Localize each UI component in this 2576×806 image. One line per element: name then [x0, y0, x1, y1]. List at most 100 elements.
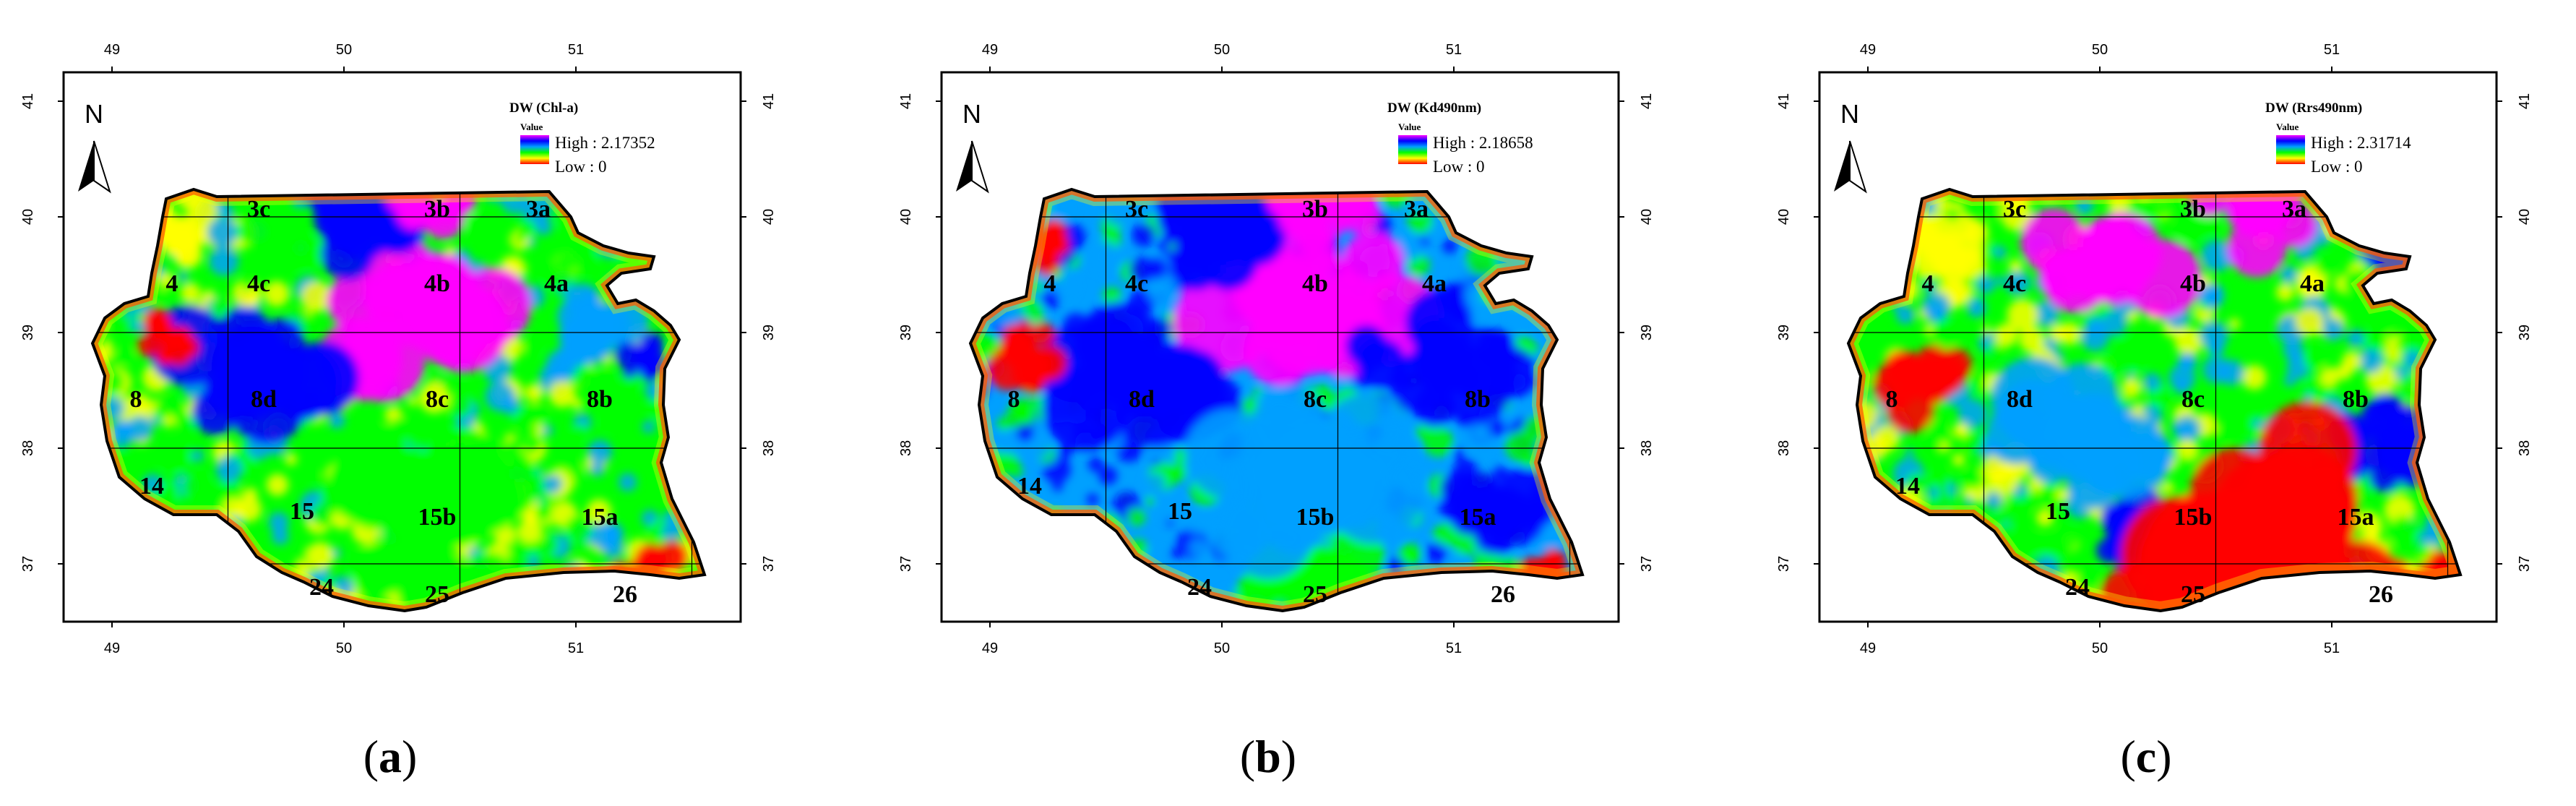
zone-label: 15: [290, 498, 314, 525]
zone-label: 3a: [526, 196, 551, 223]
y-tick-label: 38: [2517, 440, 2533, 456]
map-panel-a: 4949505051515252535354544141404039393838…: [0, 0, 795, 806]
x-tick-label: 49: [104, 42, 120, 58]
legend-color-ramp: [520, 135, 549, 164]
zone-label: 8b: [1465, 386, 1491, 413]
zone-label: 8c: [2181, 386, 2205, 413]
zone-label: 25: [425, 581, 449, 608]
north-label: N: [1840, 99, 1859, 129]
zone-label: 8b: [587, 386, 613, 413]
map-figure: 4949505051515252535354544141404039393838…: [1776, 42, 2533, 656]
map-figure: 4949505051515252535354544141404039393838…: [898, 42, 1655, 656]
zone-label: 3a: [1404, 196, 1429, 223]
legend: DW (Rrs490nm) Value High : 2.31714 Low : 0: [2265, 100, 2411, 176]
legend-low: Low : 0: [1433, 158, 1485, 176]
legend-low: Low : 0: [555, 158, 607, 176]
legend-color-ramp: [2276, 135, 2305, 164]
y-tick-label: 38: [761, 440, 777, 456]
zone-label: 15b: [1296, 504, 1335, 531]
y-tick-label: 40: [1639, 209, 1655, 225]
zone-label: 15: [1168, 498, 1192, 525]
coastline-outline: [968, 187, 1585, 613]
zone-label: 4: [166, 270, 178, 297]
legend-title: DW (Kd490nm): [1387, 100, 1481, 116]
y-tick-label: 41: [761, 93, 777, 109]
caption-a: (a): [363, 731, 418, 782]
legend: DW (Chl-a) Value High : 2.17352 Low : 0: [509, 100, 655, 176]
caption-b: (b): [1239, 731, 1297, 782]
zone-label: 8c: [1304, 386, 1327, 413]
zone-label: 3b: [2180, 196, 2206, 223]
y-tick-label: 40: [761, 209, 777, 225]
zone-label: 26: [2369, 581, 2393, 608]
y-tick-label: 41: [898, 93, 914, 109]
legend: DW (Kd490nm) Value High : 2.18658 Low : 0: [1387, 100, 1533, 176]
zone-label: 4a: [544, 270, 569, 297]
zone-label: 3b: [1302, 196, 1328, 223]
zone-label: 26: [613, 581, 637, 608]
north-label: N: [85, 99, 103, 129]
zone-label: 14: [139, 473, 164, 500]
zone-label: 15: [2046, 498, 2070, 525]
north-arrow-icon: N: [956, 99, 989, 194]
zone-label: 3c: [2003, 196, 2026, 223]
zone-label: 4c: [247, 270, 270, 297]
zone-label: 4c: [1125, 270, 1148, 297]
y-tick-label: 39: [20, 325, 36, 340]
north-arrow-icon: N: [1834, 99, 1867, 194]
y-tick-label: 37: [1776, 556, 1792, 572]
legend-color-ramp: [1398, 135, 1427, 164]
legend-title: DW (Chl-a): [509, 100, 578, 116]
zone-label: 24: [1187, 574, 1212, 601]
zone-label: 4b: [1302, 270, 1328, 297]
zone-label: 8b: [2343, 386, 2369, 413]
zone-label: 15b: [2174, 504, 2213, 531]
zone-label: 15a: [582, 504, 619, 531]
zone-label: 8d: [2007, 386, 2033, 413]
x-tick-label: 51: [568, 640, 584, 656]
zone-label: 4: [1922, 270, 1934, 297]
y-tick-label: 39: [761, 325, 777, 340]
zone-label: 3a: [2282, 196, 2306, 223]
y-tick-label: 41: [1639, 93, 1655, 109]
coastline-outline: [1846, 187, 2463, 613]
north-label: N: [962, 99, 981, 129]
x-tick-label: 51: [1446, 640, 1462, 656]
x-tick-label: 51: [568, 42, 584, 58]
legend-value-label: Value: [520, 121, 543, 132]
y-tick-label: 37: [2517, 556, 2533, 572]
y-tick-label: 37: [898, 556, 914, 572]
zone-label: 8c: [426, 386, 449, 413]
x-tick-label: 49: [104, 640, 120, 656]
coastline-outline: [90, 187, 707, 613]
zone-label: 4: [1044, 270, 1056, 297]
legend-title: DW (Rrs490nm): [2265, 100, 2362, 116]
zone-label: 15b: [418, 504, 457, 531]
map-panel-b: 4949505051515252535354544141404039393838…: [878, 0, 1673, 806]
x-tick-label: 51: [2324, 640, 2340, 656]
x-tick-label: 49: [982, 640, 998, 656]
zone-label: 25: [2181, 581, 2205, 608]
zone-label: 26: [1491, 581, 1515, 608]
y-tick-label: 39: [898, 325, 914, 340]
y-tick-label: 37: [20, 556, 36, 572]
y-tick-label: 41: [20, 93, 36, 109]
legend-value-label: Value: [2276, 121, 2299, 132]
x-tick-label: 49: [1860, 42, 1876, 58]
legend-high: High : 2.17352: [555, 134, 655, 152]
zone-label: 8: [1008, 386, 1020, 413]
y-tick-label: 37: [761, 556, 777, 572]
x-tick-label: 51: [2324, 42, 2340, 58]
zone-label: 3c: [1125, 196, 1148, 223]
x-tick-label: 50: [2092, 42, 2108, 58]
y-tick-label: 40: [898, 209, 914, 225]
zone-label: 8d: [1129, 386, 1155, 413]
map-panel-c: 4949505051515252535354544141404039393838…: [1756, 0, 2551, 806]
caption-c: (c): [2120, 731, 2172, 782]
north-arrow-icon: N: [78, 99, 111, 194]
legend-low: Low : 0: [2311, 158, 2363, 176]
y-tick-label: 38: [1639, 440, 1655, 456]
zone-label: 14: [1017, 473, 1042, 500]
zone-label: 24: [309, 574, 334, 601]
y-tick-label: 38: [20, 440, 36, 456]
